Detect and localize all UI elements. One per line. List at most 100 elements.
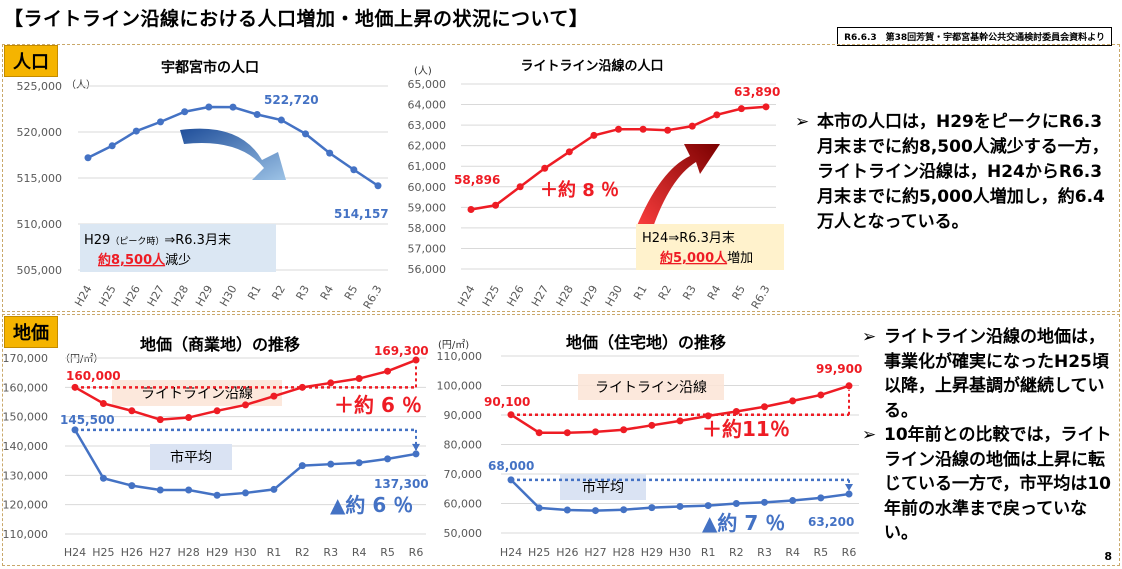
x-tick-label: H24 — [455, 283, 477, 309]
callout-line-2: 約8,500人減少 — [98, 252, 191, 268]
change-label-red: ＋約11％ — [702, 417, 790, 441]
line-population-chart: ライトライン沿線の人口 (人) 56,000 57,000 58,000 59,000 60… — [408, 58, 784, 310]
city-pop-point — [205, 103, 213, 111]
line-pop-point — [664, 126, 672, 134]
x-tick-label: R3 — [680, 283, 699, 302]
commercial-red-point — [412, 356, 420, 364]
line-pop-point — [467, 205, 475, 213]
commercial-red-point — [213, 407, 221, 415]
commercial-red-point — [327, 379, 335, 387]
city-pop-point — [302, 130, 309, 138]
city-pop-point — [157, 118, 164, 126]
bullet-arrow-icon: ➢ — [862, 425, 877, 445]
residential-red-point — [535, 429, 543, 437]
residential-blue-point — [761, 498, 768, 506]
x-tick-label: H26 — [556, 546, 578, 559]
city-pop-point — [229, 103, 237, 111]
callout-text-small: （ピーク時） — [110, 236, 164, 247]
city-pop-point — [132, 127, 140, 135]
y-tick-label: 160,000 — [3, 381, 49, 394]
commercial-land-price-chart: 地価（商業地）の推移 （円/㎡） 110,000 120,000 130,000 140,… — [3, 335, 429, 559]
residential-blue-point — [704, 502, 712, 510]
y-tick-label: 505,000 — [17, 264, 63, 277]
data-label-red-end: 169,300 — [374, 344, 429, 358]
callout-line-1: H24⇒R6.3月末 — [642, 231, 735, 246]
x-tick-label: R5 — [342, 283, 361, 302]
data-label-peak: 522,720 — [264, 93, 319, 107]
page-number: 8 — [1104, 550, 1112, 563]
increase-arrow-icon — [636, 144, 720, 230]
x-tick-label: R5 — [814, 546, 829, 559]
commercial-blue-point — [213, 491, 221, 499]
x-tick-label: H30 — [669, 546, 691, 559]
page-title: 【ライトライン沿線における人口増加・地価上昇の状況について】 — [4, 8, 589, 30]
y-tick-label: 170,000 — [3, 352, 49, 365]
chart-title: 宇都宮市の人口 — [161, 59, 259, 76]
data-label-blue-start: 145,500 — [60, 413, 115, 427]
residential-blue-point — [732, 500, 740, 507]
y-tick-label: 110,000 — [437, 350, 483, 363]
line-pop-point — [688, 122, 696, 130]
commercial-blue-point — [156, 486, 164, 494]
data-label-blue-end: 137,300 — [374, 477, 429, 491]
residential-blue-point — [648, 504, 656, 512]
x-tick-label: R3 — [294, 283, 313, 302]
y-tick-label: 100,000 — [437, 380, 483, 393]
x-tick-label: R5 — [380, 546, 395, 559]
x-tick-label: R6 — [409, 546, 424, 559]
y-tick-label: 90,000 — [444, 409, 483, 422]
commercial-red-point — [270, 392, 278, 400]
x-tick-label: H26 — [504, 283, 526, 309]
x-tick-label: H26 — [121, 546, 143, 559]
data-label-blue-end: 63,200 — [808, 515, 854, 529]
data-label-start: 58,896 — [454, 173, 500, 187]
x-tick-label: R6.3 — [361, 283, 385, 310]
commercial-red-point — [156, 416, 164, 424]
callout-text: H29 — [84, 233, 110, 248]
commercial-red-point — [71, 383, 79, 391]
series-label-blue: 市平均 — [582, 479, 624, 496]
x-tick-label: H29 — [206, 546, 228, 559]
commercial-blue-point — [298, 462, 306, 470]
x-tick-label: R2 — [269, 283, 288, 302]
series-label-bg — [560, 474, 646, 500]
y-tick-label: 80,000 — [444, 439, 483, 452]
x-tick-label: R1 — [245, 283, 264, 302]
y-tick-label: 65,000 — [408, 78, 447, 91]
change-label-blue: ▲約 7 ％ — [702, 511, 785, 535]
city-pop-point — [326, 149, 334, 157]
x-tick-label: H29 — [578, 283, 600, 309]
residential-blue-point — [507, 476, 515, 484]
y-tick-label: 63,000 — [408, 119, 447, 132]
x-tick-label: H24 — [72, 283, 94, 309]
commercial-red-point — [384, 367, 392, 375]
y-tick-label: 60,000 — [408, 181, 447, 194]
commercial-red-point — [128, 407, 136, 415]
city-pop-point — [374, 182, 382, 190]
x-tick-label: R6.3 — [749, 283, 773, 310]
section-tag-land-price: 地価 — [4, 316, 58, 348]
line-pop-point — [713, 111, 721, 119]
y-tick-label: 61,000 — [408, 160, 447, 173]
y-tick-label: 140,000 — [3, 440, 49, 453]
residential-blue-point — [817, 494, 825, 502]
chart-title: 地価（住宅地）の推移 — [566, 333, 726, 352]
x-tick-label: H28 — [178, 546, 200, 559]
line-pop-point — [615, 125, 622, 133]
residential-red-point — [563, 429, 571, 437]
commercial-blue-point — [71, 426, 79, 434]
section-tag-population: 人口 — [4, 45, 58, 77]
series-label-bg — [150, 444, 232, 470]
residential-red-point — [761, 403, 768, 411]
residential-blue-point — [845, 490, 853, 498]
city-pop-point — [108, 142, 116, 150]
x-tick-label: H30 — [217, 283, 239, 309]
commercial-red-point — [355, 375, 363, 383]
x-tick-label: H28 — [613, 546, 635, 559]
x-tick-label: H30 — [603, 283, 625, 309]
residential-red-point — [676, 417, 684, 425]
series-label-red: ライトライン沿線 — [141, 386, 253, 402]
bullets-top: ➢ 本市の人口は，H29をピークにR6.3月末までに約8,500人減少する一方，… — [795, 110, 1113, 235]
commercial-blue-line — [73, 429, 417, 497]
residential-red-point — [789, 397, 797, 405]
